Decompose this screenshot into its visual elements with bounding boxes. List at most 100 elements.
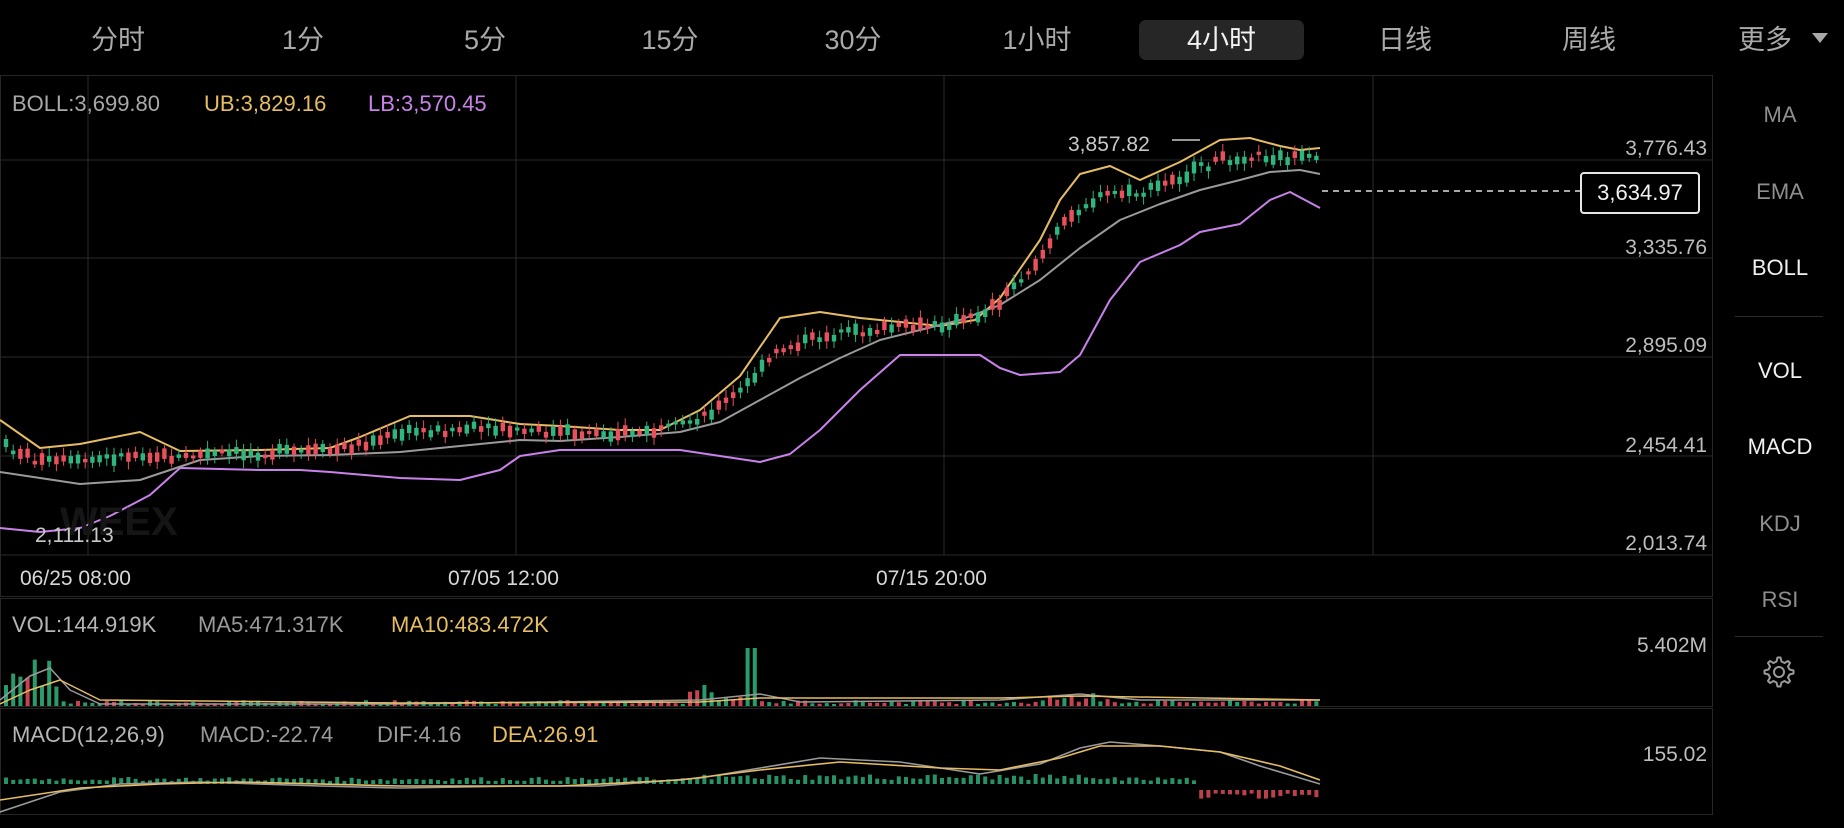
volume-bar [1249,701,1254,706]
macd-histogram-bar [1285,790,1290,794]
price-panel-frame [0,75,1713,597]
candle-body [407,424,412,434]
candle-body [839,329,844,333]
kline-chart[interactable]: WEEX [0,0,1716,828]
macd-histogram-bar [1062,775,1067,784]
macd-histogram-bar [817,775,822,784]
macd-histogram-bar [1127,777,1132,784]
macd-histogram-bar [1307,790,1312,795]
candle-body [191,455,196,459]
volume-bar [1177,702,1182,706]
candle-body [1098,192,1103,198]
tab-4hour[interactable]: 4小时 [1139,20,1304,60]
candle-body [1292,151,1297,159]
boll-lb-label: LB:3,570.45 [368,91,487,116]
macd-histogram-bar [1264,790,1268,799]
candle-body [1148,182,1153,190]
macd-histogram-bar [1076,774,1081,784]
candle-body [1220,151,1225,161]
price-axis-label: 2,895.09 [1625,334,1707,357]
candle-body [75,454,81,464]
candle-body [1249,157,1254,161]
macd-histogram-bar [1213,790,1218,794]
macd-histogram-bar [508,779,512,784]
indicator-ma[interactable]: MA [1763,102,1797,127]
candle-body [471,421,477,429]
indicator-ema[interactable]: EMA [1756,179,1804,204]
candle-body [1235,156,1240,165]
tab-1min[interactable]: 1分 [281,25,325,55]
indicator-boll[interactable]: BOLL [1751,255,1809,280]
macd-histogram-bar [450,778,455,784]
volume-bar [1120,703,1124,706]
macd-histogram-bar [342,780,347,784]
candle-body [867,327,873,336]
volume-bar [1314,701,1319,706]
tab-15min[interactable]: 15分 [641,25,699,55]
volume-bar [1235,701,1240,706]
macd-histogram-bar [889,779,894,784]
volume-bar [976,703,980,706]
volume-bar [493,703,498,706]
candle-body [918,317,923,330]
macd-histogram-bar [1026,779,1031,784]
macd-histogram-bar [313,779,318,784]
candle-body [147,452,153,463]
indicator-kdj[interactable]: KDJ [1759,511,1801,536]
macd-histogram-bar [1249,790,1254,794]
volume-panel-frame [0,598,1713,707]
volume-bar [587,700,592,706]
volume-bar [1156,700,1160,706]
macd-histogram-bar [688,778,692,784]
macd-histogram-bar [1134,777,1139,784]
macd-histogram-bar [1314,790,1319,798]
candle-body [198,450,203,458]
caret-down-icon[interactable] [1812,33,1828,43]
volume-bar [32,659,37,706]
indicator-rsi[interactable]: RSI [1761,587,1799,612]
indicator-macd[interactable]: MACD [1747,434,1813,459]
macd-histogram-bar [1292,790,1297,797]
gear-icon[interactable] [1762,655,1796,689]
macd-histogram-bar [940,777,944,784]
macd-histogram-bar [270,778,275,784]
more-button[interactable]: 更多 [1738,25,1792,55]
tab-1hour[interactable]: 1小时 [1002,25,1072,55]
candle-body [515,427,520,431]
volume-bar [688,691,692,706]
volume-bar [947,702,952,706]
volume-bar [796,700,800,706]
macd-histogram-bar [875,778,880,784]
tab-30min[interactable]: 30分 [824,25,882,55]
volume-bar [925,700,930,706]
volume-bar [1170,700,1175,706]
candle-body [810,332,815,340]
volume-bar [1112,702,1117,706]
candle-body [911,325,916,332]
candle-body [932,321,937,326]
tab-5min[interactable]: 5分 [463,25,507,55]
candle-body [1112,190,1117,195]
boll-label: BOLL:3,699.80 [12,91,161,116]
tab-weekly[interactable]: 周线 [1562,25,1616,55]
macd-histogram-bar [868,774,872,784]
volume-bar [522,702,527,706]
macd-histogram-bar [1040,777,1045,784]
candle-body [543,431,549,438]
volume-bar [932,701,937,706]
macd-histogram-bar [493,780,498,784]
macd-histogram-bar [1220,790,1225,794]
boll-upper-band [0,137,1321,452]
indicator-vol[interactable]: VOL [1757,358,1803,383]
tab-time-share[interactable]: 分时 [91,25,145,55]
macd-histogram-bar [486,780,491,784]
volume-bar [18,676,23,706]
tab-daily[interactable]: 日线 [1378,25,1432,55]
candle-body [896,322,901,327]
candle-body [3,439,9,448]
volume-bar [608,702,613,706]
candle-body [781,348,786,353]
macd-histogram-bar [18,779,23,784]
candle-body [961,315,966,324]
macd-histogram-bar [464,777,469,784]
